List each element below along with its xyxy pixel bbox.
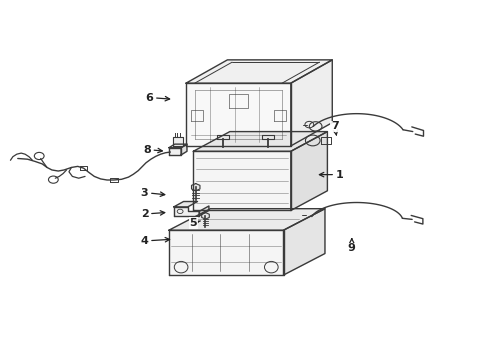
Polygon shape [185,83,290,146]
Polygon shape [199,206,208,216]
Polygon shape [168,148,181,155]
Text: 5: 5 [189,218,200,228]
Polygon shape [191,184,200,191]
Polygon shape [168,144,186,148]
Polygon shape [283,209,325,275]
Polygon shape [193,151,290,211]
Polygon shape [193,132,327,151]
Text: 3: 3 [141,188,164,198]
Text: 7: 7 [330,121,338,135]
Polygon shape [185,60,331,83]
Text: 2: 2 [141,209,164,219]
Polygon shape [168,230,283,275]
Polygon shape [173,207,199,216]
Text: 4: 4 [141,236,169,246]
Text: 6: 6 [145,93,169,103]
Text: 9: 9 [347,239,355,253]
Polygon shape [201,213,209,219]
Polygon shape [181,144,186,155]
Polygon shape [290,132,327,211]
Polygon shape [290,60,331,146]
Text: 1: 1 [319,170,343,180]
Polygon shape [168,209,325,230]
Text: 8: 8 [143,144,162,154]
Polygon shape [172,137,183,146]
Polygon shape [173,202,197,207]
